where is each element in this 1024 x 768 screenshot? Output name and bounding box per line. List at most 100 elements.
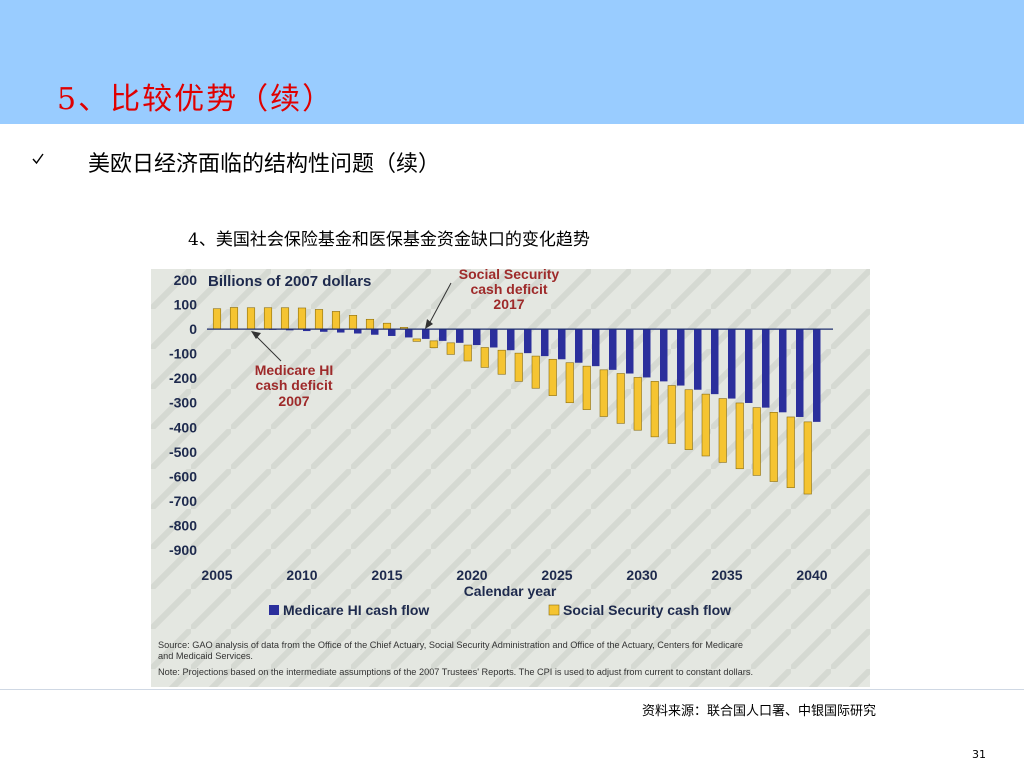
- bar-medicare-hi: [320, 329, 328, 332]
- bar-social-security: [531, 355, 540, 389]
- bar-social-security: [246, 307, 256, 330]
- bar-medicare-hi: [592, 329, 600, 367]
- y-tick-label: 200: [174, 272, 198, 288]
- chart-legend: Medicare HI cash flow Social Security ca…: [269, 602, 731, 618]
- annotation-hi-arrow: [254, 334, 282, 362]
- bar-medicare-hi: [762, 329, 770, 408]
- x-tick-label: 2010: [286, 567, 317, 583]
- bar-medicare-hi: [626, 329, 634, 374]
- y-tick-label: -500: [169, 444, 197, 460]
- bar-medicare-hi: [507, 329, 515, 351]
- y-axis-title: Billions of 2007 dollars: [208, 273, 371, 290]
- bar-medicare-hi: [609, 329, 617, 370]
- y-tick-label: -600: [169, 468, 197, 484]
- bar-social-security: [429, 340, 438, 349]
- annotation-hi-line-3: 2007: [278, 393, 309, 409]
- bar-medicare-hi: [677, 329, 685, 386]
- bar-medicare-hi: [388, 329, 396, 336]
- slide-title: 5、比较优势（续）: [57, 82, 335, 117]
- bar-social-security: [229, 307, 239, 330]
- bar-social-security: [735, 402, 744, 470]
- bar-chart: 200 100 0 -100 -200 -300 -400 -500 -600 -700 -800 -…: [151, 269, 870, 687]
- y-tick-label: -400: [169, 419, 197, 435]
- bar-medicare-hi: [405, 329, 413, 338]
- bar-social-security: [463, 344, 472, 362]
- bar-social-security: [769, 412, 778, 482]
- annotation-ss-line-3: 2017: [493, 296, 524, 312]
- bar-medicare-hi: [371, 329, 379, 335]
- bar-medicare-hi: [643, 329, 651, 378]
- x-tick-label: 2005: [201, 567, 232, 583]
- bar-social-security: [633, 377, 642, 431]
- x-tick-label: 2040: [796, 567, 827, 583]
- bar-social-security: [684, 389, 693, 450]
- annotation-ss-arrowhead: [425, 319, 433, 329]
- bar-medicare-hi: [456, 329, 464, 343]
- social-security-annotation: Social Security cash deficit 2017: [425, 269, 559, 329]
- bar-social-security: [497, 349, 506, 375]
- bar-social-security: [565, 362, 574, 404]
- annotation-ss-line-2: cash deficit: [470, 281, 547, 297]
- bar-medicare-hi: [575, 329, 583, 363]
- bar-social-security: [212, 308, 222, 330]
- bar-medicare-hi: [439, 329, 447, 341]
- bar-medicare-hi: [422, 329, 430, 339]
- bar-medicare-hi: [541, 329, 549, 357]
- bar-medicare-hi: [660, 329, 668, 382]
- bar-medicare-hi: [558, 329, 566, 360]
- x-tick-label: 2030: [626, 567, 657, 583]
- y-tick-label: 0: [189, 321, 197, 337]
- annotation-hi-line-1: Medicare HI: [255, 362, 334, 378]
- medicare-annotation: Medicare HI cash deficit 2007: [251, 331, 333, 409]
- bar-medicare-hi: [303, 329, 311, 332]
- source-footer: 资料来源：联合国人口署、中银国际研究: [642, 704, 877, 719]
- bar-social-security: [297, 307, 307, 330]
- chart-source-note-line-1: Source: GAO analysis of data from the Of…: [158, 640, 743, 650]
- bar-medicare-hi: [524, 329, 532, 354]
- chart-title: 4、美国社会保险基金和医保基金资金缺口的变化趋势: [188, 230, 590, 250]
- bar-social-security: [263, 307, 273, 330]
- bar-social-security: [667, 385, 676, 444]
- legend-label-medicare: Medicare HI cash flow: [283, 602, 429, 618]
- bar-medicare-hi: [728, 329, 736, 399]
- y-tick-label: -900: [169, 542, 197, 558]
- bar-social-security: [701, 393, 710, 457]
- bar-social-security: [382, 322, 392, 330]
- legend-swatch-medicare: [269, 605, 279, 615]
- bar-social-security: [365, 318, 375, 330]
- page-number: 31: [972, 748, 986, 761]
- header-band: [0, 0, 1024, 124]
- bar-social-security: [650, 381, 659, 438]
- bar-medicare-hi: [711, 329, 719, 395]
- y-tick-label: -200: [169, 370, 197, 386]
- bar-medicare-hi: [337, 329, 345, 333]
- bar-social-security: [446, 342, 455, 355]
- annotation-hi-line-2: cash deficit: [255, 377, 332, 393]
- bar-social-security: [314, 309, 324, 330]
- bar-social-security: [412, 338, 421, 342]
- bar-social-security: [718, 398, 727, 463]
- x-axis-title: Calendar year: [464, 583, 557, 599]
- bar-social-security: [582, 365, 591, 410]
- y-tick-label: -100: [169, 346, 197, 362]
- x-tick-label: 2025: [541, 567, 572, 583]
- bar-medicare-hi: [796, 329, 804, 417]
- x-tick-label: 2020: [456, 567, 487, 583]
- bar-social-security: [616, 373, 625, 424]
- bar-medicare-hi: [813, 329, 821, 422]
- chart-source-note-line-2: and Medicaid Services.: [158, 651, 253, 661]
- bar-medicare-hi: [694, 329, 702, 390]
- bar-social-security: [331, 311, 341, 330]
- bar-social-security: [514, 352, 523, 382]
- annotation-hi-arrowhead: [251, 331, 261, 339]
- bar-social-security: [280, 307, 290, 330]
- bar-medicare-hi: [354, 329, 362, 334]
- legend-swatch-social-security: [548, 604, 560, 616]
- bar-medicare-hi: [286, 329, 294, 331]
- bar-social-security: [548, 358, 557, 396]
- bar-medicare-hi: [779, 329, 787, 413]
- y-tick-label: -700: [169, 493, 197, 509]
- y-tick-label: 100: [174, 297, 198, 313]
- bar-social-security: [752, 407, 761, 476]
- checkmark-icon: [32, 153, 44, 169]
